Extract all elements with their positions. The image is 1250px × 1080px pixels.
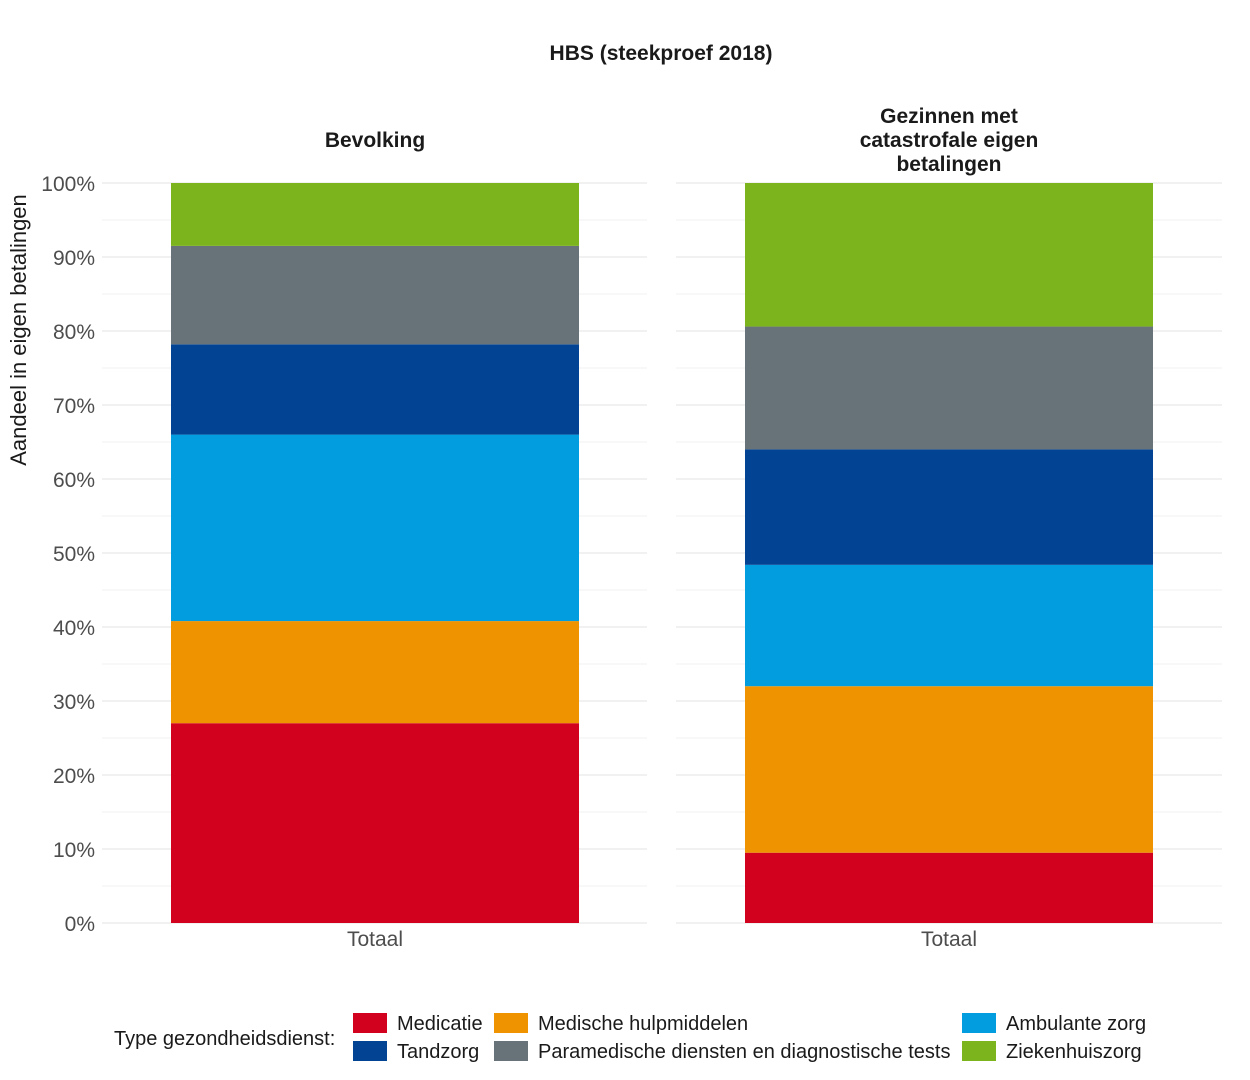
panel-title-line: betalingen	[896, 153, 1001, 176]
legend-swatch	[962, 1041, 996, 1061]
y-tick-label: 0%	[65, 913, 95, 936]
bar-segment	[171, 621, 579, 724]
bar-segment	[745, 183, 1153, 327]
legend-label: Ambulante zorg	[1006, 1013, 1146, 1035]
legend-label: Medische hulpmiddelen	[538, 1013, 748, 1035]
y-tick-label: 50%	[53, 543, 95, 566]
legend-swatch	[353, 1013, 387, 1033]
bar-segment	[745, 686, 1153, 853]
y-tick-label: 20%	[53, 765, 95, 788]
legend-swatch	[494, 1041, 528, 1061]
y-tick-label: 80%	[53, 321, 95, 344]
y-tick-label: 30%	[53, 691, 95, 714]
panel-title-line: catastrofale eigen	[860, 129, 1039, 152]
panel-title-line: Bevolking	[325, 129, 425, 152]
legend-label: Paramedische diensten en diagnostische t…	[538, 1041, 950, 1063]
bar-segment	[171, 434, 579, 622]
legend-swatch	[353, 1041, 387, 1061]
y-axis-label: Aandeel in eigen betalingen	[6, 194, 31, 466]
bar-segment	[745, 449, 1153, 565]
legend-label: Tandzorg	[397, 1041, 479, 1063]
legend-swatch	[494, 1013, 528, 1033]
y-tick-label: 100%	[41, 173, 95, 196]
bar-segment	[171, 344, 579, 435]
bar-segment	[171, 183, 579, 246]
panel-title-line: Gezinnen met	[880, 105, 1018, 128]
legend-label: Medicatie	[397, 1013, 483, 1035]
y-tick-label: 40%	[53, 617, 95, 640]
bar-segment	[745, 326, 1153, 450]
legend-label: Ziekenhuiszorg	[1006, 1041, 1142, 1063]
x-tick-label: Totaal	[347, 928, 403, 951]
y-tick-label: 60%	[53, 469, 95, 492]
bar-segment	[171, 245, 579, 345]
legend-swatch	[962, 1013, 996, 1033]
y-tick-label: 70%	[53, 395, 95, 418]
bar-segment	[745, 564, 1153, 687]
bar-segment	[745, 852, 1153, 923]
y-tick-label: 10%	[53, 839, 95, 862]
panel-1: Bevolking Totaal	[102, 129, 647, 951]
legend: Type gezondheidsdienst: Medicatie Medische…	[114, 1013, 1146, 1063]
chart-title: HBS (steekproef 2018)	[550, 42, 773, 65]
x-tick-label: Totaal	[921, 928, 977, 951]
y-tick-label: 90%	[53, 247, 95, 270]
legend-title: Type gezondheidsdienst:	[114, 1028, 335, 1050]
bar-segment	[171, 723, 579, 923]
